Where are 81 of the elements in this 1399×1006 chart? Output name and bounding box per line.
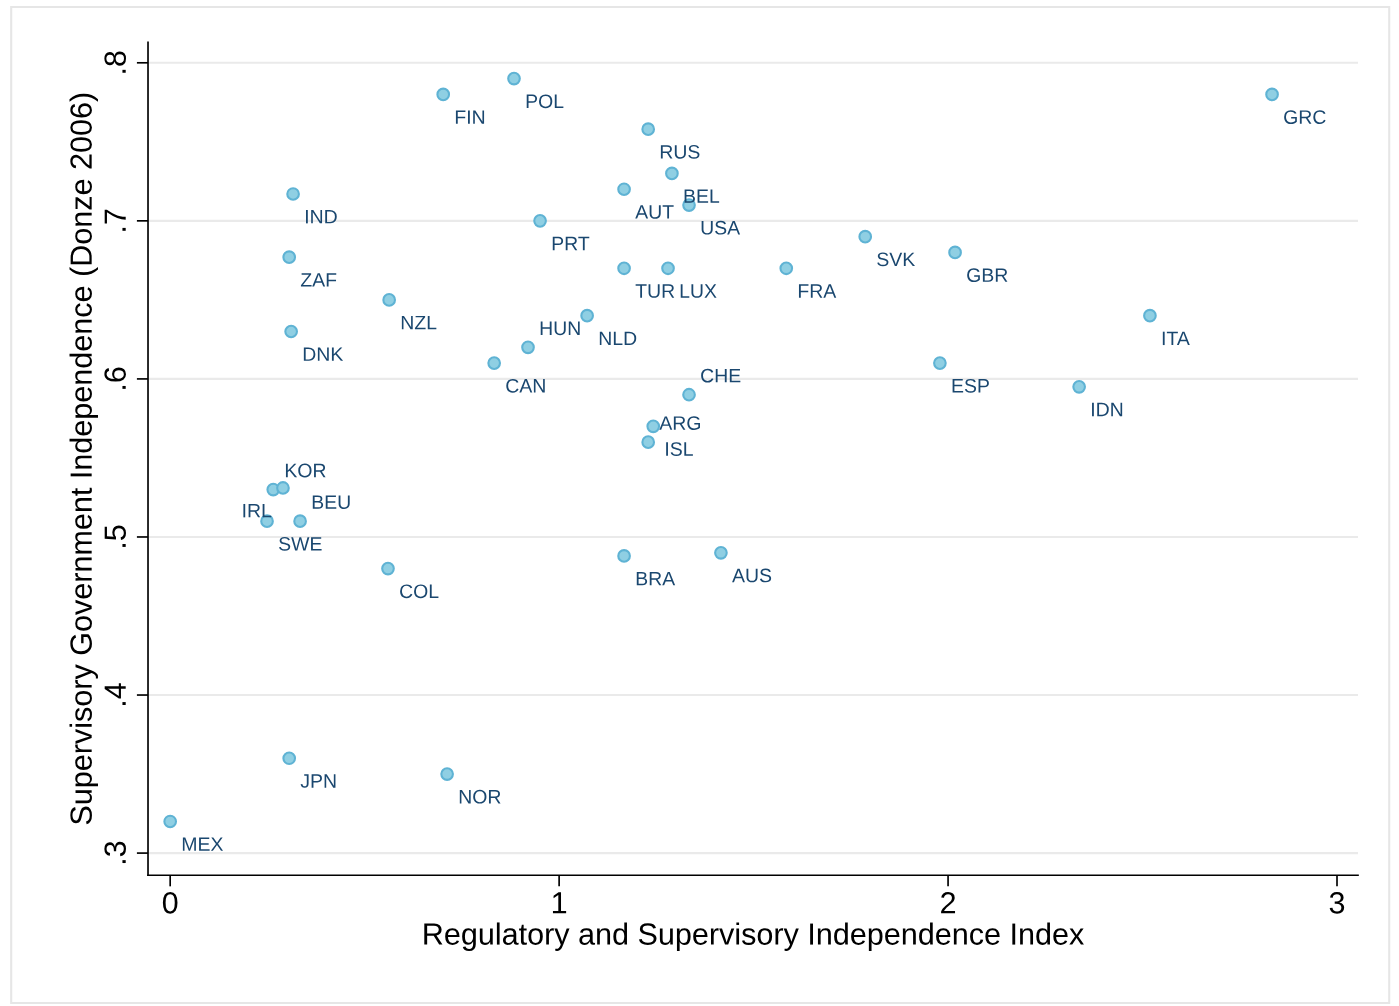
point <box>948 245 962 260</box>
point <box>617 182 631 197</box>
annotation: FIN <box>455 110 485 124</box>
point <box>282 751 297 766</box>
point <box>617 261 631 276</box>
point <box>440 767 454 781</box>
annotation: POL <box>526 94 564 109</box>
annotation: ISL <box>666 442 693 456</box>
annotation: NZL <box>401 315 437 330</box>
point <box>293 514 307 529</box>
x-tick-label: 1 <box>552 892 567 914</box>
annotation: NLD <box>599 331 637 346</box>
point <box>507 71 521 86</box>
point <box>665 166 679 181</box>
annotation: KOR <box>285 463 326 478</box>
annotation: MEX <box>182 837 224 851</box>
x-axis-title: Regulatory and Supervisory Independence Index <box>424 922 1084 951</box>
annotation: IRL <box>243 503 272 518</box>
point <box>580 308 594 323</box>
annotation: LUX <box>680 284 717 298</box>
y-tick-label: .5 <box>104 525 126 547</box>
annotation: BEU <box>312 495 350 509</box>
annotation: CHE <box>701 368 741 383</box>
annotation: BEL <box>684 189 720 203</box>
y-tick-label: .6 <box>104 367 126 389</box>
x-tick-label: 2 <box>941 892 956 914</box>
annotation: NOR <box>459 789 501 804</box>
annotation: IDN <box>1092 402 1123 417</box>
point <box>714 545 728 560</box>
point <box>276 481 290 495</box>
y-tick-label: .8 <box>104 51 126 73</box>
annotation: FRA <box>798 284 837 298</box>
annotation: HUN <box>540 321 580 336</box>
point <box>436 87 451 102</box>
annotation: CAN <box>506 378 545 393</box>
point <box>1072 379 1086 394</box>
annotation: USA <box>701 220 741 235</box>
point <box>487 356 502 370</box>
annotation: AUT <box>635 205 674 219</box>
annotation: AUS <box>732 568 772 583</box>
y-axis-title: Supervisory Government Independence (Donze 2006) <box>69 93 98 825</box>
point <box>382 293 397 307</box>
point <box>286 187 300 201</box>
x-tick-label: 0 <box>162 892 178 914</box>
point <box>381 561 395 576</box>
annotation: IND <box>306 209 337 224</box>
annotation: DNK <box>303 347 344 361</box>
point <box>533 214 547 228</box>
annotation: GBR <box>967 268 1008 283</box>
annotation: COL <box>400 584 439 599</box>
annotation: SVK <box>877 252 916 267</box>
point <box>641 122 656 137</box>
point <box>779 261 794 276</box>
point <box>1265 87 1279 102</box>
annotation: RUS <box>660 144 700 159</box>
point <box>933 356 947 370</box>
point <box>1143 308 1157 323</box>
point <box>682 387 696 402</box>
annotation: JPN <box>300 774 336 788</box>
annotation: ITA <box>1162 331 1190 346</box>
point <box>858 229 873 244</box>
annotation: SWE <box>279 536 322 551</box>
annotation: PRT <box>552 236 590 251</box>
annotation: ESP <box>952 378 989 393</box>
point <box>163 814 178 829</box>
y-tick-label: .4 <box>104 683 126 705</box>
annotation: GRC <box>1284 110 1326 124</box>
annotation: TUR <box>635 284 675 298</box>
annotation: BRA <box>636 571 676 586</box>
point <box>617 549 631 563</box>
point <box>646 419 661 434</box>
annotation: ZAF <box>300 273 337 287</box>
y-tick-label: .7 <box>104 209 126 231</box>
annotation: ARG <box>659 416 700 430</box>
point <box>641 435 656 449</box>
point <box>661 261 675 276</box>
x-tick-label: 3 <box>1329 892 1345 914</box>
point <box>284 324 298 339</box>
y-tick-label: .3 <box>104 841 126 864</box>
point <box>282 250 297 265</box>
point <box>521 340 535 355</box>
